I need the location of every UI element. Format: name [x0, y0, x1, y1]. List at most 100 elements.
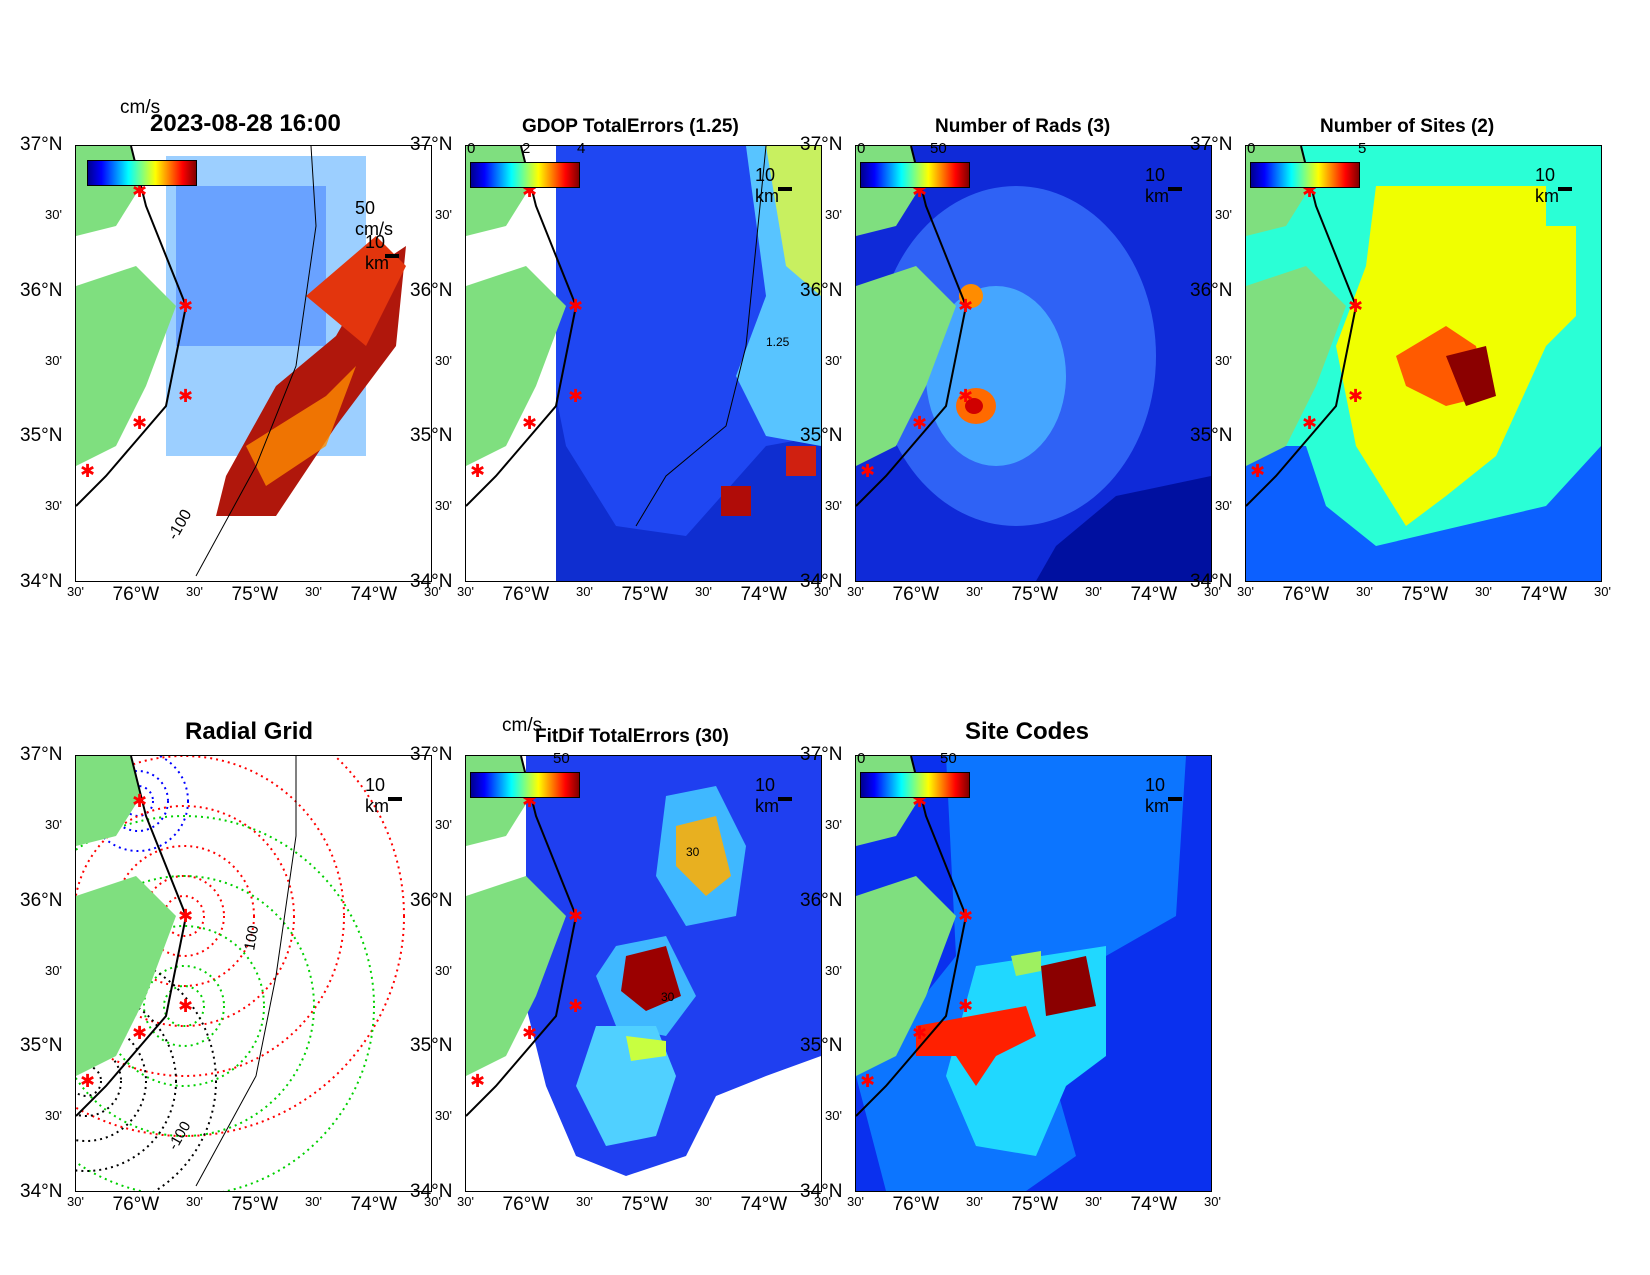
lat-tick-label: 30': [435, 1108, 452, 1124]
cb-tick-50: 50: [553, 750, 570, 767]
cb-tick-4: 4: [577, 140, 586, 157]
map-sitecodes[interactable]: ✱ ✱ ✱ ✱ ✱: [855, 755, 1212, 1192]
lat-tick-label: 37°N: [410, 134, 453, 155]
lon-tick-label: 75°W: [621, 584, 669, 605]
lat-tick-label: 34°N: [410, 571, 453, 592]
site-marker-icon: ✱: [178, 296, 193, 317]
scale-label: 10 km: [1535, 165, 1559, 206]
lat-tick-label: 37°N: [800, 134, 843, 155]
lon-tick-label: 30': [457, 584, 474, 599]
map-fitdif[interactable]: 30 30 ✱ ✱ ✱ ✱ ✱: [465, 755, 822, 1192]
scale-label: 10 km: [1145, 775, 1169, 816]
lat-tick-label: 36°N: [800, 279, 843, 301]
site-marker-icon: ✱: [178, 386, 193, 407]
lon-tick-label: 30': [576, 584, 593, 599]
lat-tick-label: 30': [435, 498, 452, 514]
lon-tick-label: 75°W: [1011, 1194, 1059, 1215]
lon-tick-label: 30': [814, 1194, 831, 1209]
lat-tick-label: 30': [45, 352, 62, 368]
site-marker-icon: ✱: [568, 386, 583, 407]
colorbar-fitdif: [470, 772, 580, 798]
lat-tick-label: 36°N: [20, 279, 63, 301]
lon-tick-label: 30': [67, 584, 84, 599]
lon-tick-label: 75°W: [1011, 584, 1059, 605]
site-marker-icon: ✱: [132, 791, 147, 812]
lon-tick-label: 30': [1237, 584, 1254, 599]
scale-label: 10 km: [365, 232, 389, 273]
lon-tick-label: 30': [424, 1194, 441, 1209]
lat-tick-label: 36°N: [20, 889, 63, 911]
lon-tick-label: 30': [186, 584, 203, 599]
contour-label-1.25: 1.25: [766, 335, 790, 349]
scale-bar: [1168, 187, 1182, 191]
lon-tick-label: 30': [814, 584, 831, 599]
lat-tick-label: 30': [825, 1108, 842, 1124]
map-currents[interactable]: -100 ✱ ✱ ✱ ✱ ✱: [75, 145, 432, 582]
lat-tick-label: 30': [1215, 498, 1232, 514]
lat-tick-label: 30': [435, 352, 452, 368]
lat-tick-label: 34°N: [800, 1181, 843, 1202]
colorbar-unit-label: cm/s: [502, 715, 543, 736]
lon-tick-label: 75°W: [621, 1194, 669, 1215]
map-sites[interactable]: ✱ ✱ ✱ ✱ ✱: [1245, 145, 1602, 582]
lon-tick-label: 30': [695, 584, 712, 599]
lon-tick-label: 30': [1204, 584, 1221, 599]
lon-tick-label: 30': [966, 584, 983, 599]
colorbar-gdop: [470, 162, 580, 188]
lon-tick-label: 30': [424, 584, 441, 599]
lat-tick-label: 35°N: [20, 1035, 63, 1057]
scale-bar: [1558, 187, 1572, 191]
lat-tick-label: 30': [825, 498, 842, 514]
depth-contour-label: 100: [241, 924, 262, 952]
map-gdop[interactable]: 1.25 ✱ ✱ ✱ ✱ ✱: [465, 145, 822, 582]
panel-title: Number of Rads (3): [935, 116, 1111, 137]
lat-tick-label: 30': [435, 206, 452, 222]
lon-tick-label: 30': [67, 1194, 84, 1209]
scale-label: 10 km: [755, 165, 779, 206]
site-marker-icon: ✱: [132, 181, 147, 202]
lat-tick-label: 30': [1215, 352, 1232, 368]
site-marker-icon: ✱: [568, 296, 583, 317]
cb-tick-50: 50: [930, 140, 947, 157]
lat-tick-label: 30': [435, 816, 452, 832]
lon-tick-label: 76°W: [892, 1194, 940, 1215]
lon-tick-label: 30': [847, 1194, 864, 1209]
scale-bar: [778, 187, 792, 191]
panel-title: Radial Grid: [185, 718, 314, 745]
speed-ref-label: 50 cm/s: [355, 198, 393, 239]
cb-tick-2: 2: [522, 140, 531, 157]
lon-tick-label: 30': [695, 1194, 712, 1209]
lat-tick-label: 30': [825, 206, 842, 222]
site-marker-icon: ✱: [470, 461, 485, 482]
panel-title: Number of Sites (2): [1320, 116, 1495, 137]
colorbar-currents: [87, 160, 197, 186]
site-marker-icon: ✱: [860, 1071, 875, 1092]
site-marker-icon: ✱: [958, 296, 973, 317]
site-marker-icon: ✱: [522, 1023, 537, 1044]
lat-tick-label: 34°N: [20, 1181, 63, 1202]
lon-tick-label: 76°W: [502, 1194, 550, 1215]
lat-tick-label: 34°N: [1190, 571, 1233, 592]
lat-tick-label: 37°N: [410, 744, 453, 765]
colorbar-sitecodes: [860, 772, 970, 798]
radial-grid-dots: 100 -100 ✱✱✱✱✱: [76, 756, 405, 1191]
lat-tick-label: 30': [435, 962, 452, 978]
site-marker-icon: ✱: [132, 1023, 147, 1044]
map-rads[interactable]: ✱ ✱ ✱ ✱ ✱: [855, 145, 1212, 582]
site-marker-icon: ✱: [912, 1023, 927, 1044]
site-marker-icon: ✱: [958, 386, 973, 407]
panel-title: Site Codes: [965, 718, 1090, 745]
site-marker-icon: ✱: [568, 906, 583, 927]
scale-bar: [385, 254, 399, 258]
site-marker-icon: ✱: [1302, 413, 1317, 434]
lat-tick-label: 34°N: [800, 571, 843, 592]
sitecodes-field: ✱✱✱✱✱: [856, 756, 1211, 1191]
lon-tick-label: 30': [457, 1194, 474, 1209]
map-radial[interactable]: 100 -100 ✱ ✱ ✱ ✱ ✱: [75, 755, 432, 1192]
lat-tick-label: 36°N: [410, 889, 453, 911]
lon-tick-label: 30': [186, 1194, 203, 1209]
panel-title: GDOP TotalErrors (1.25): [522, 116, 739, 137]
lon-tick-label: 76°W: [1282, 584, 1330, 605]
lat-tick-label: 35°N: [410, 425, 453, 447]
site-marker-icon: ✱: [958, 996, 973, 1017]
